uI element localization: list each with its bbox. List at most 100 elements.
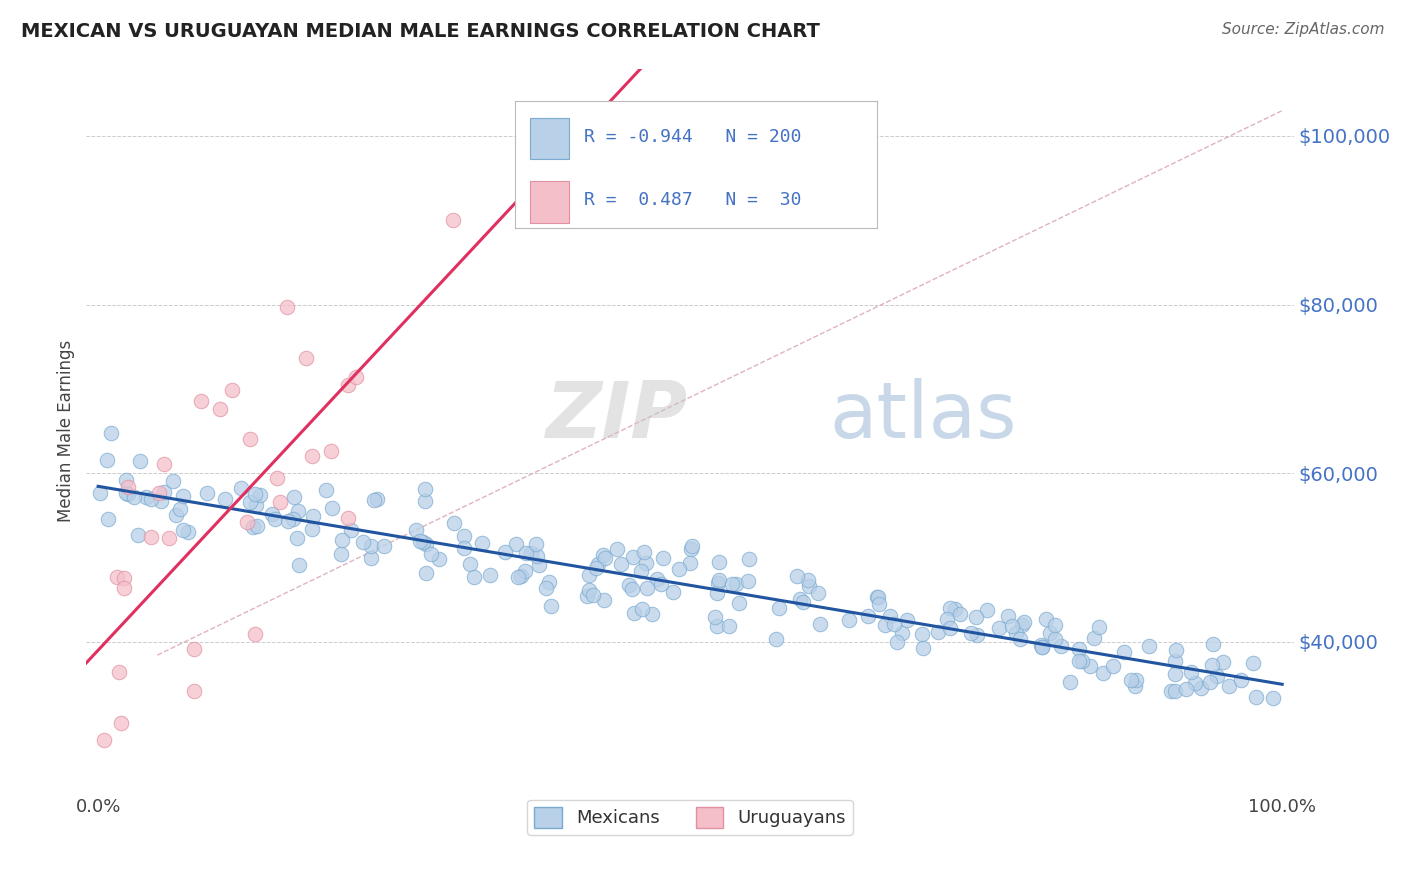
- Point: [409, 533, 432, 548]
- Point: [630, 602, 652, 616]
- Point: [315, 483, 337, 497]
- Point: [1202, 637, 1225, 651]
- Point: [534, 582, 557, 596]
- Point: [337, 511, 360, 525]
- Point: [1049, 640, 1071, 654]
- Point: [117, 487, 139, 501]
- Point: [427, 552, 450, 566]
- Point: [633, 545, 655, 559]
- Point: [1121, 673, 1143, 688]
- Point: [524, 537, 547, 551]
- Point: [912, 640, 935, 655]
- Point: [662, 585, 685, 599]
- Point: [1189, 681, 1212, 695]
- Point: [807, 586, 830, 600]
- Point: [1163, 667, 1185, 681]
- Point: [97, 512, 120, 526]
- Point: [505, 536, 527, 550]
- Point: [302, 508, 325, 523]
- Point: [89, 486, 111, 500]
- Point: [1229, 673, 1251, 688]
- Point: [868, 597, 890, 611]
- Text: ZIP: ZIP: [546, 378, 688, 454]
- Point: [153, 457, 176, 471]
- Point: [344, 370, 367, 384]
- Point: [264, 512, 287, 526]
- Point: [706, 585, 728, 599]
- Point: [195, 486, 218, 500]
- Point: [868, 590, 890, 604]
- Point: [239, 433, 262, 447]
- Point: [420, 547, 443, 561]
- Point: [190, 393, 212, 408]
- Point: [641, 607, 664, 622]
- Point: [1160, 683, 1182, 698]
- Point: [911, 627, 934, 641]
- Point: [1206, 669, 1229, 683]
- Point: [1078, 658, 1101, 673]
- Point: [183, 641, 205, 656]
- Point: [799, 579, 821, 593]
- Point: [453, 529, 475, 543]
- Point: [243, 487, 266, 501]
- Text: atlas: atlas: [830, 378, 1017, 454]
- Point: [295, 351, 318, 366]
- Point: [96, 452, 118, 467]
- Point: [891, 626, 914, 640]
- Point: [526, 549, 548, 564]
- Point: [242, 520, 264, 534]
- Point: [520, 546, 543, 560]
- Point: [339, 523, 361, 537]
- Point: [856, 608, 879, 623]
- Point: [1125, 673, 1147, 687]
- Point: [630, 564, 652, 578]
- Point: [276, 300, 298, 314]
- Point: [229, 481, 252, 495]
- Point: [797, 573, 820, 587]
- Point: [239, 495, 262, 509]
- Point: [650, 577, 672, 591]
- Point: [668, 562, 690, 576]
- Point: [586, 557, 609, 571]
- Point: [515, 545, 537, 559]
- Point: [141, 530, 163, 544]
- Point: [162, 474, 184, 488]
- Point: [463, 570, 485, 584]
- Point: [1043, 632, 1066, 646]
- Point: [366, 491, 388, 506]
- Point: [110, 716, 132, 731]
- Point: [458, 557, 481, 571]
- Point: [1014, 615, 1036, 630]
- Point: [768, 600, 790, 615]
- Point: [1174, 681, 1197, 696]
- Point: [283, 512, 305, 526]
- Point: [976, 603, 998, 617]
- Point: [360, 550, 382, 565]
- Point: [943, 602, 966, 616]
- Point: [360, 539, 382, 553]
- Point: [1263, 691, 1285, 706]
- Point: [606, 542, 628, 557]
- Point: [321, 501, 343, 516]
- Point: [129, 871, 152, 885]
- Point: [266, 471, 288, 485]
- Point: [329, 547, 352, 561]
- Point: [879, 608, 901, 623]
- Point: [157, 531, 180, 545]
- Point: [1039, 626, 1062, 640]
- Point: [1070, 655, 1092, 669]
- Point: [728, 596, 751, 610]
- Point: [652, 551, 675, 566]
- Point: [621, 582, 644, 597]
- Point: [415, 537, 437, 551]
- Point: [288, 558, 311, 572]
- Point: [287, 531, 309, 545]
- Point: [148, 485, 170, 500]
- Point: [515, 564, 537, 578]
- Point: [1201, 658, 1223, 673]
- Point: [886, 635, 908, 649]
- Point: [471, 535, 494, 549]
- Point: [1163, 684, 1185, 698]
- Point: [235, 515, 257, 529]
- Point: [1123, 679, 1146, 693]
